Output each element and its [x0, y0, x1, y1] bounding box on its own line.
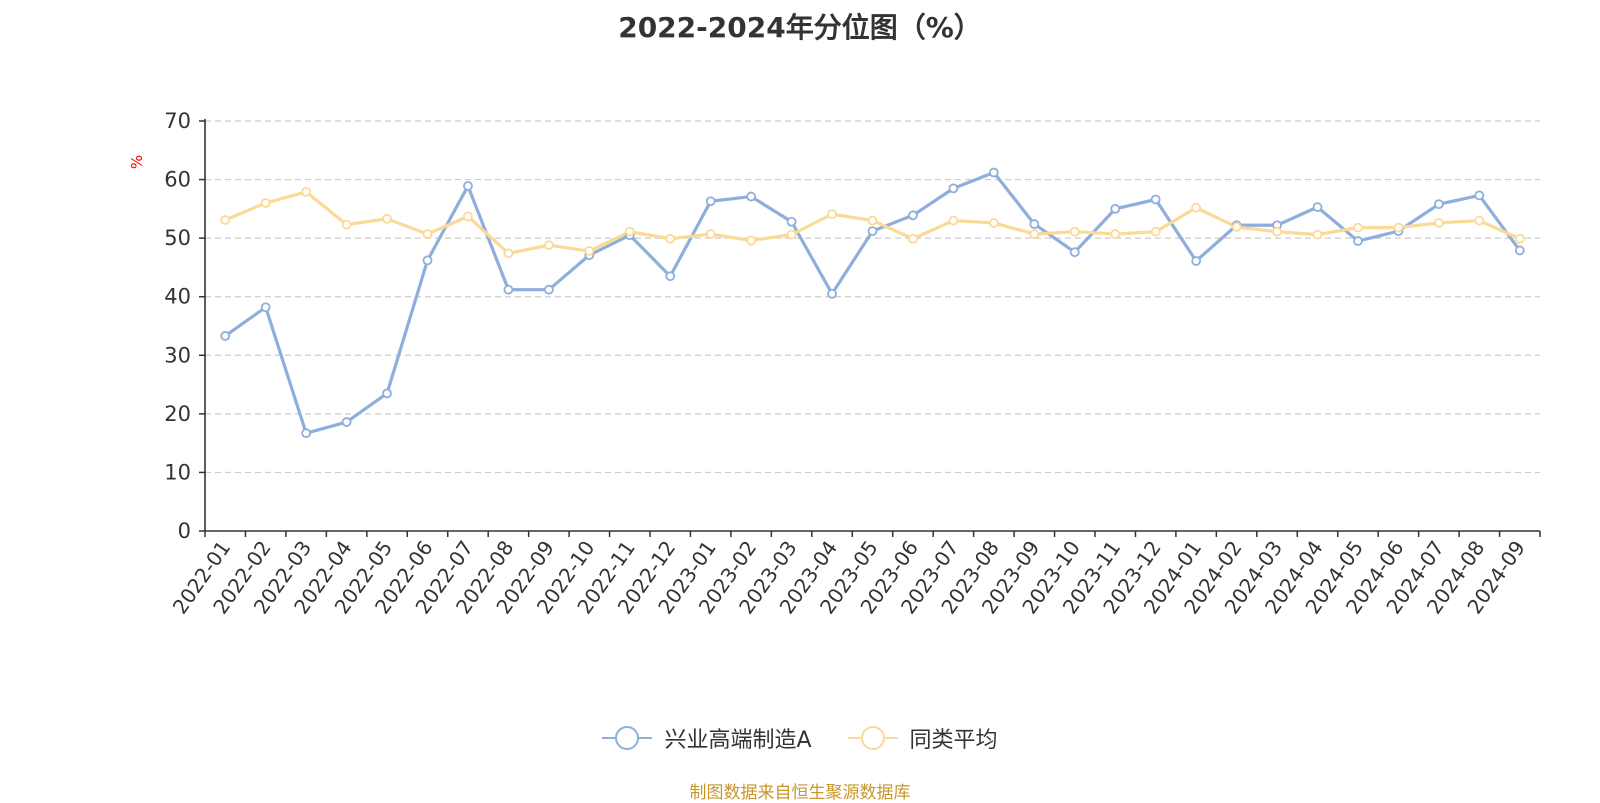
- data-point: [746, 235, 757, 246]
- legend-item[interactable]: 兴业高端制造A: [602, 722, 812, 754]
- series-line-0: [224, 170, 1522, 435]
- data-point: [422, 255, 433, 266]
- chart-title: 2022-2024年分位图（%）: [618, 11, 982, 44]
- y-tick-label: 60: [164, 168, 191, 192]
- y-tick-label: 30: [164, 343, 191, 367]
- data-point: [1069, 226, 1080, 237]
- legend-circle: [615, 726, 640, 750]
- data-point: [584, 246, 595, 256]
- data-point: [341, 417, 352, 427]
- axis-layer: 0102030405060702022-012022-022022-032022…: [164, 109, 1541, 618]
- data-point: [948, 215, 959, 226]
- data-point: [1474, 190, 1485, 201]
- legend: 兴业高端制造A 同类平均: [0, 722, 1600, 754]
- data-point: [543, 240, 554, 251]
- data-point: [908, 233, 918, 244]
- data-point: [1110, 229, 1121, 239]
- y-tick-label: 50: [164, 226, 191, 250]
- data-point: [341, 219, 352, 230]
- data-point: [988, 167, 999, 178]
- data-point: [1312, 202, 1323, 213]
- data-point: [301, 186, 312, 197]
- data-point: [1514, 245, 1525, 256]
- legend-item[interactable]: 同类平均: [847, 722, 998, 754]
- y-tick-label: 70: [164, 109, 191, 133]
- data-point: [867, 226, 878, 237]
- data-point: [382, 213, 392, 224]
- data-point: [908, 210, 918, 221]
- y-tick-label: 0: [178, 519, 191, 543]
- data-point: [827, 209, 837, 220]
- data-point: [746, 191, 757, 202]
- data-point: [220, 331, 231, 341]
- data-point: [1029, 219, 1040, 229]
- data-point: [948, 183, 959, 194]
- legend-circle: [860, 726, 885, 750]
- data-point: [260, 198, 271, 208]
- data-point: [260, 302, 271, 313]
- legend-marker-icon: [847, 726, 898, 750]
- data-point: [1393, 222, 1404, 233]
- data-point: [1433, 218, 1444, 228]
- data-point: [1069, 247, 1080, 258]
- data-point: [1231, 222, 1242, 232]
- y-tick-label: 20: [164, 402, 191, 426]
- data-point: [665, 271, 676, 282]
- data-point: [1191, 256, 1202, 266]
- data-point: [1272, 226, 1282, 237]
- data-point: [988, 218, 999, 228]
- data-point: [463, 181, 473, 191]
- data-point: [1312, 229, 1323, 240]
- legend-label: 同类平均: [909, 728, 998, 753]
- y-axis-unit-label: %: [128, 155, 146, 169]
- data-point: [220, 215, 231, 225]
- data-point: [422, 229, 433, 239]
- data-point: [786, 216, 797, 227]
- legend-label: 兴业高端制造A: [664, 728, 812, 753]
- data-point: [624, 226, 635, 237]
- data-point: [1474, 215, 1485, 226]
- data-point: [665, 233, 676, 244]
- data-point: [1433, 199, 1444, 210]
- series-layer: [220, 167, 1525, 439]
- data-point: [1150, 194, 1161, 205]
- grid-layer: [205, 120, 1540, 474]
- data-point: [1191, 202, 1202, 213]
- data-point: [705, 229, 716, 239]
- data-point: [463, 211, 473, 222]
- source-note: 制图数据来自恒生聚源数据库: [689, 783, 911, 803]
- data-point: [503, 248, 514, 259]
- data-point: [543, 284, 554, 295]
- data-point: [705, 196, 716, 207]
- data-point: [867, 215, 878, 226]
- data-point: [503, 284, 514, 295]
- data-point: [1353, 222, 1363, 233]
- data-point: [1110, 203, 1121, 214]
- legend-marker-icon: [602, 726, 653, 750]
- y-tick-label: 40: [164, 285, 191, 309]
- data-point: [301, 428, 312, 439]
- data-point: [1150, 226, 1161, 237]
- data-point: [1514, 233, 1525, 244]
- data-point: [1353, 236, 1363, 246]
- data-point: [786, 229, 797, 240]
- data-point: [827, 288, 837, 299]
- data-point: [1029, 229, 1040, 239]
- y-tick-label: 10: [164, 460, 191, 484]
- data-point: [382, 388, 392, 399]
